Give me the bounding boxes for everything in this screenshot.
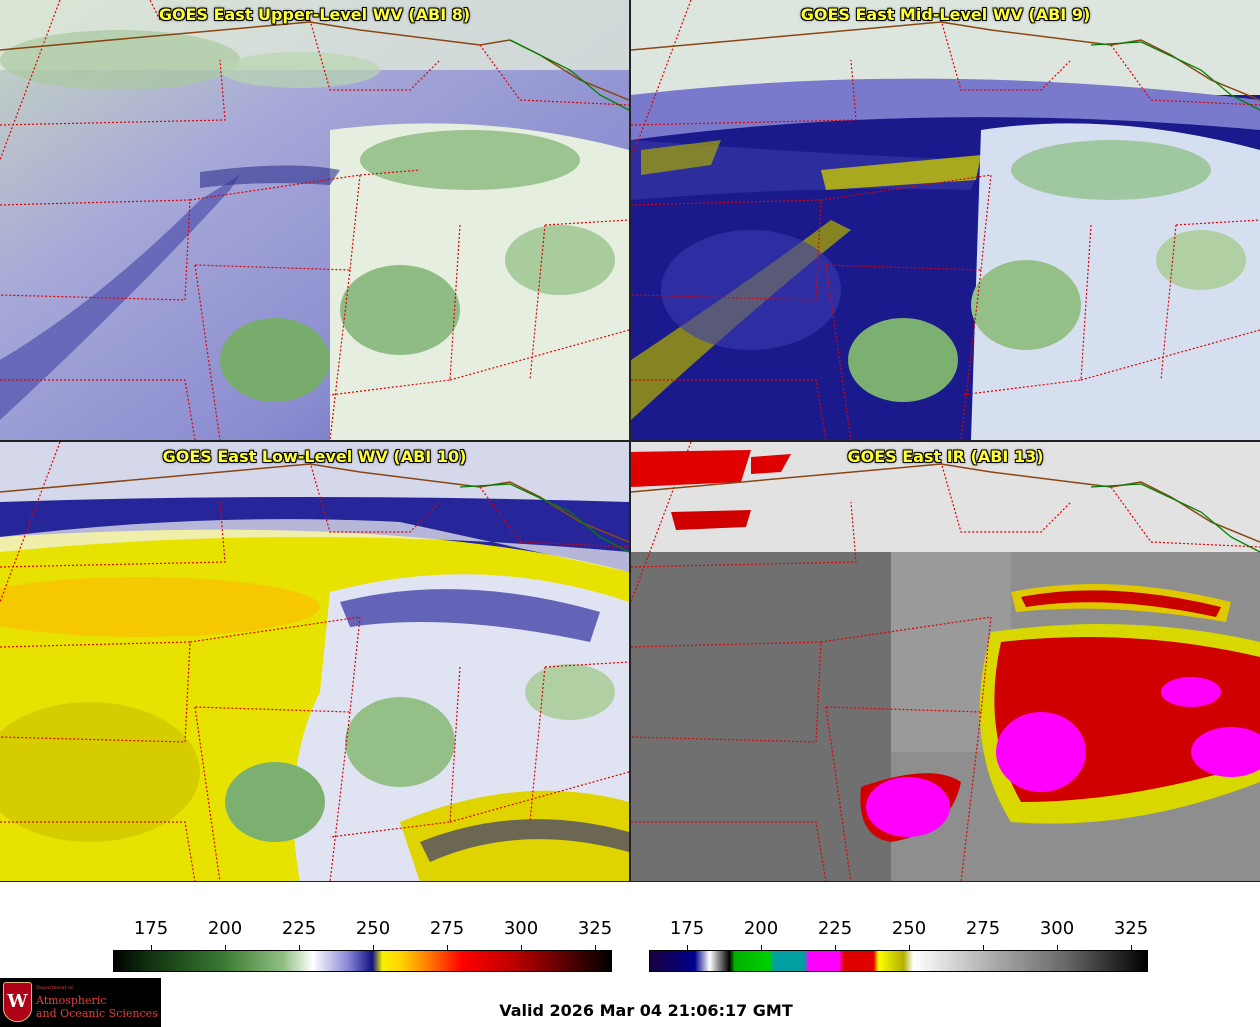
colorbar-tick-label: 200: [207, 918, 243, 939]
colorbar-tick: [909, 945, 910, 951]
panel-upper-level-wv: GOES East Upper-Level WV (ABI 8): [0, 0, 629, 440]
uw-seal-icon: W: [3, 982, 32, 1022]
colorbar-tick-label: 325: [577, 918, 613, 939]
logo-line2: and Oceanic Sciences: [36, 1007, 158, 1020]
colorbar-tick-label: 275: [429, 918, 465, 939]
colorbar-tick: [983, 945, 984, 951]
aos-logo: W Department of Atmospheric and Oceanic …: [0, 978, 161, 1027]
ir-image: [631, 442, 1260, 882]
colorbar-tick: [521, 945, 522, 951]
divider-horizontal: [0, 440, 1260, 442]
colorbar-tick: [835, 945, 836, 951]
colorbar-tick: [373, 945, 374, 951]
colorbar-tick-label: 300: [503, 918, 539, 939]
panel-title: GOES East Mid-Level WV (ABI 9): [800, 5, 1091, 24]
colorbar-tick: [1131, 945, 1132, 951]
colorbar-tick: [595, 945, 596, 951]
panel-ir: GOES East IR (ABI 13): [631, 442, 1260, 882]
colorbar-tick-label: 275: [965, 918, 1001, 939]
panel-low-level-wv: GOES East Low-Level WV (ABI 10): [0, 442, 629, 882]
colorbar-tick: [687, 945, 688, 951]
colorbar-tick: [761, 945, 762, 951]
panel-title: GOES East Low-Level WV (ABI 10): [162, 447, 467, 466]
colorbar-tick-label: 300: [1039, 918, 1075, 939]
colorbar-tick-label: 175: [133, 918, 169, 939]
panel-title: GOES East IR (ABI 13): [847, 447, 1044, 466]
colorbar-water-vapor: [113, 950, 612, 972]
logo-line1: Atmospheric: [36, 994, 107, 1007]
colorbar-tick: [299, 945, 300, 951]
panel-frame-bottom: [0, 881, 1260, 882]
panel-mid-level-wv: GOES East Mid-Level WV (ABI 9): [631, 0, 1260, 440]
logo-dept-text: Department of: [36, 985, 73, 991]
colorbar-tick: [225, 945, 226, 951]
mid-wv-image: [631, 0, 1260, 440]
colorbar-tick-label: 225: [817, 918, 853, 939]
colorbar-infrared: [649, 950, 1148, 972]
colorbar-tick-label: 325: [1113, 918, 1149, 939]
colorbar-tick-label: 250: [891, 918, 927, 939]
valid-time: Valid 2026 Mar 04 21:06:17 GMT: [499, 1001, 793, 1020]
colorbar-tick-label: 225: [281, 918, 317, 939]
colorbar-tick-label: 175: [669, 918, 705, 939]
colorbar-tick-label: 250: [355, 918, 391, 939]
upper-wv-image: [0, 0, 629, 440]
colorbar-tick: [151, 945, 152, 951]
low-wv-image: [0, 442, 629, 882]
colorbar-tick: [1057, 945, 1058, 951]
panel-title: GOES East Upper-Level WV (ABI 8): [158, 5, 471, 24]
colorbar-tick: [447, 945, 448, 951]
colorbar-tick-label: 200: [743, 918, 779, 939]
